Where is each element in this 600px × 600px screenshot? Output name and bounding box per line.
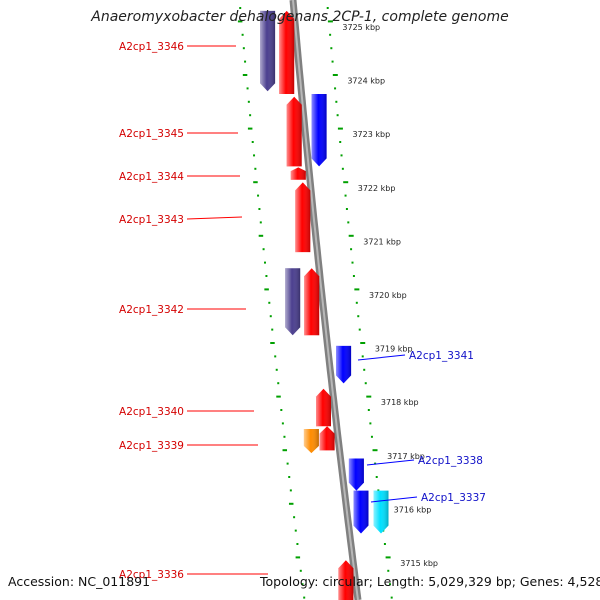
gene-arrow-shading: [338, 560, 354, 600]
gene-arrow-shading: [316, 388, 331, 427]
label-leader-line: [366, 459, 415, 466]
gene-label: A2cp1_3340: [119, 406, 184, 418]
gene-arrow-shading: [295, 182, 311, 253]
tick-label: 3723 kbp: [352, 130, 390, 139]
gene-arrow-shading: [319, 426, 335, 451]
gene-label: A2cp1_3346: [119, 41, 184, 53]
scale-tick-labels: 3725 kbp 3724 kbp 3723 kbp 3722 kbp 3721 kbp…: [342, 23, 438, 568]
gene-label: A2cp1_3343: [119, 214, 184, 226]
tick-label: 3719 kbp: [375, 345, 413, 354]
gene-label: A2cp1_3344: [119, 171, 184, 183]
tick-label: 3725 kbp: [342, 23, 380, 32]
tick-label: 3716 kbp: [394, 505, 432, 514]
label-leader-lines: [186, 45, 418, 575]
backbone-highlight: [292, 0, 359, 600]
gene-label: A2cp1_3345: [119, 128, 184, 140]
gene-arrow-shading: [260, 10, 276, 92]
genome-summary-text: Topology: circular; Length: 5,029,329 bp…: [260, 574, 600, 589]
tick-label: 3724 kbp: [347, 77, 385, 86]
label-leader-line: [357, 354, 406, 361]
gene-arrow-shading: [290, 167, 306, 180]
label-leader-line: [370, 496, 418, 503]
gene-labels: A2cp1_3346 A2cp1_3345 A2cp1_3344 A2cp1_3343…: [119, 41, 486, 581]
inner-tick-marks: [237, 7, 306, 599]
backbone-line: [289, 0, 362, 600]
genome-backbone: [289, 0, 362, 600]
gene-arrow-shading: [303, 429, 319, 454]
tick-label: 3720 kbp: [369, 291, 407, 300]
gene-arrow-shading: [286, 96, 302, 167]
gene-label: A2cp1_3336: [119, 569, 184, 581]
gene-arrow-shading: [304, 268, 320, 336]
gene-arrow-shading: [279, 10, 295, 94]
gene-arrow-shading: [348, 458, 364, 491]
gene-label: A2cp1_3341: [409, 350, 474, 362]
gene-label: A2cp1_3342: [119, 304, 184, 316]
gene-arrow-shading: [353, 490, 369, 534]
tick-label: 3718 kbp: [381, 398, 419, 407]
label-leader-line: [186, 216, 243, 220]
tick-label: 3715 kbp: [400, 559, 438, 568]
tick-label: 3722 kbp: [358, 184, 396, 193]
gene-arrow-shading: [336, 345, 352, 384]
accession-text: Accession: NC_011891: [8, 574, 151, 589]
gene-label: A2cp1_3338: [418, 455, 483, 467]
gene-label: A2cp1_3337: [421, 492, 486, 504]
gene-arrow-shading: [373, 490, 389, 534]
tick-label: 3717 kbp: [387, 452, 425, 461]
gene-label: A2cp1_3339: [119, 440, 184, 452]
gene-features: [260, 10, 389, 600]
map-title: Anaeromyxobacter dehalogenans 2CP-1, com…: [91, 9, 509, 25]
gene-arrow-shading: [311, 94, 327, 167]
gene-arrow-shading: [285, 268, 301, 336]
tick-label: 3721 kbp: [363, 237, 401, 246]
